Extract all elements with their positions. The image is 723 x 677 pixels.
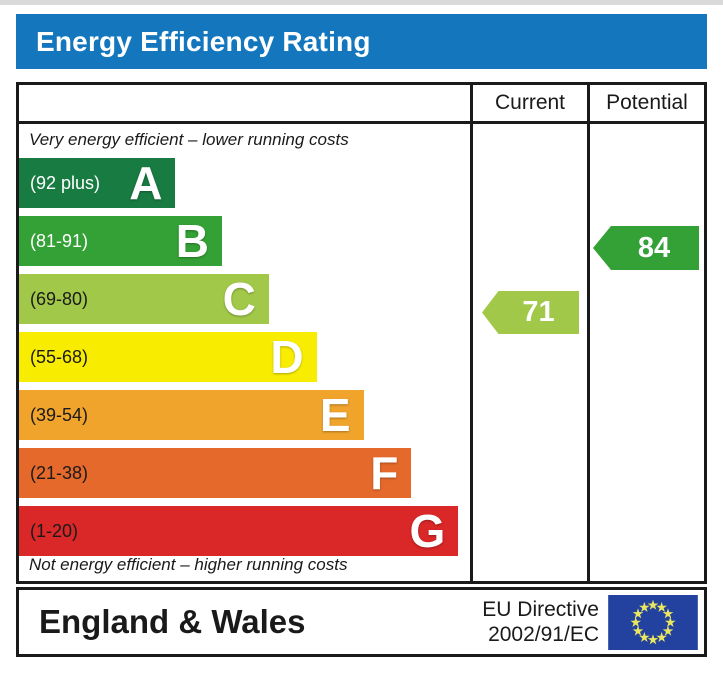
content-area: Energy Efficiency Rating Very energy eff…	[0, 5, 723, 657]
current-column: Current 71	[470, 85, 587, 581]
bottom-caption: Not energy efficient – higher running co…	[29, 555, 348, 574]
top-caption: Very energy efficient – lower running co…	[29, 130, 349, 149]
page-frame-top	[0, 0, 723, 5]
eu-directive-line2: 2002/91/EC	[488, 623, 599, 646]
band-a: (92 plus) A	[19, 157, 176, 209]
band-range-label: (21-38)	[30, 462, 89, 483]
energy-rating-table: Very energy efficient – lower running co…	[16, 82, 707, 584]
band-g: (1-20) G	[19, 505, 459, 557]
band-c: (69-80) C	[19, 274, 269, 324]
potential-header: Potential	[590, 85, 704, 124]
band-letter: E	[319, 389, 351, 441]
potential-rating-value: 84	[637, 231, 671, 264]
current-header: Current	[473, 85, 587, 124]
band-letter: C	[222, 273, 256, 325]
band-letter: F	[370, 447, 399, 499]
page-title: Energy Efficiency Rating	[36, 25, 371, 57]
band-range-label: (69-80)	[30, 288, 89, 309]
region-label: England & Wales	[39, 603, 306, 640]
band-letter: G	[409, 505, 446, 557]
current-column-body: 71	[473, 124, 587, 581]
footer: England & Wales EU Directive 2002/91/EC	[16, 587, 707, 657]
eu-directive-label: EU Directive 2002/91/EC	[482, 597, 599, 647]
band-e: (39-54) E	[19, 390, 364, 440]
eu-flag-icon	[608, 594, 698, 650]
band-range-label: (1-20)	[30, 520, 79, 541]
eu-directive-group: EU Directive 2002/91/EC	[482, 594, 698, 650]
scale-header-cell	[19, 85, 470, 124]
potential-column-body: 84	[590, 124, 704, 581]
current-rating-value: 71	[522, 296, 555, 328]
band-range-label: (81-91)	[30, 230, 89, 251]
band-letter: A	[129, 157, 163, 209]
eu-directive-line1: EU Directive	[482, 597, 599, 621]
potential-rating-arrow: 84	[593, 226, 699, 270]
band-range-label: (92 plus)	[30, 172, 101, 193]
potential-column: Potential 84	[587, 85, 704, 581]
band-range-label: (39-54)	[30, 404, 89, 425]
current-rating-arrow: 71	[482, 291, 579, 334]
band-range-label: (55-68)	[30, 346, 89, 367]
band-f: (21-38) F	[19, 447, 412, 499]
rating-scale-column: Very energy efficient – lower running co…	[19, 85, 470, 581]
band-letter: D	[270, 331, 304, 383]
band-d: (55-68) D	[19, 332, 317, 382]
page: Energy Efficiency Rating Very energy eff…	[0, 0, 723, 657]
title-bar: Energy Efficiency Rating	[16, 14, 707, 69]
band-letter: B	[175, 215, 209, 267]
band-b: (81-91) B	[19, 216, 222, 266]
bands-container: Very energy efficient – lower running co…	[19, 124, 470, 581]
